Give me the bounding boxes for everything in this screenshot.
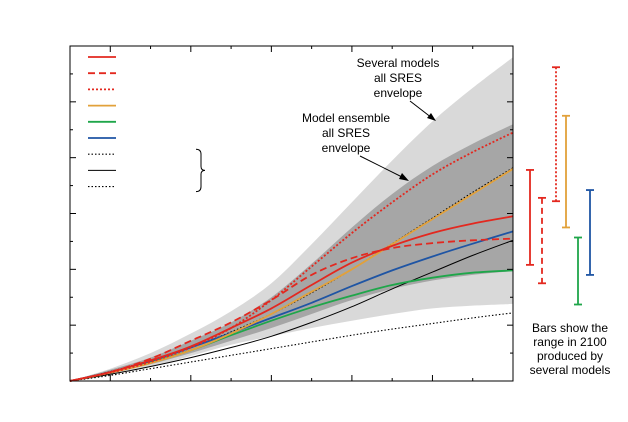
annotation-arrowhead-inner [399, 173, 409, 181]
annotation-pointer-inner [359, 155, 405, 179]
series-line-is92a [69, 239, 514, 382]
range-bars-note-line-1: Bars show the [532, 321, 608, 335]
annotation-pointer-outer [409, 100, 433, 119]
range-bars-note: Bars show the range in 2100 produced by sev… [530, 321, 611, 377]
annotation-several-models-line-2: all SRES [374, 71, 422, 85]
range-bars-note-line-2: range in 2100 [533, 335, 607, 349]
annotation-several-models-line-3: envelope [374, 86, 423, 100]
range-bars-note-line-4: several models [530, 363, 611, 377]
series-line-a1t [69, 237, 514, 382]
envelope-2 [70, 124, 513, 381]
legend [88, 56, 206, 193]
annotation-model-ensemble: Model ensemble all SRES envelope [302, 111, 390, 155]
legend-brace [195, 148, 206, 193]
series-line-a1fi [69, 131, 514, 382]
annotation-model-ensemble-line-1: Model ensemble [302, 111, 390, 125]
annotation-arrowhead-outer [427, 113, 436, 121]
envelopes-layer [70, 57, 513, 381]
annotation-model-ensemble-line-3: envelope [322, 141, 371, 155]
annotation-several-models: Several models all SRES envelope [357, 56, 440, 100]
range-bars: Bars show the range in 2100 produced by sev… [526, 66, 611, 377]
range-bars-note-line-3: produced by [537, 349, 603, 363]
envelope-1 [70, 57, 513, 381]
series-line-a1b [69, 215, 514, 382]
annotation-several-models-line-1: Several models [357, 56, 440, 70]
annotation-model-ensemble-line-2: all SRES [322, 126, 370, 140]
series-layer [69, 131, 514, 382]
axes-layer [69, 45, 514, 382]
series-line-a2 [69, 168, 514, 382]
series-line-is92c-low [69, 312, 514, 382]
